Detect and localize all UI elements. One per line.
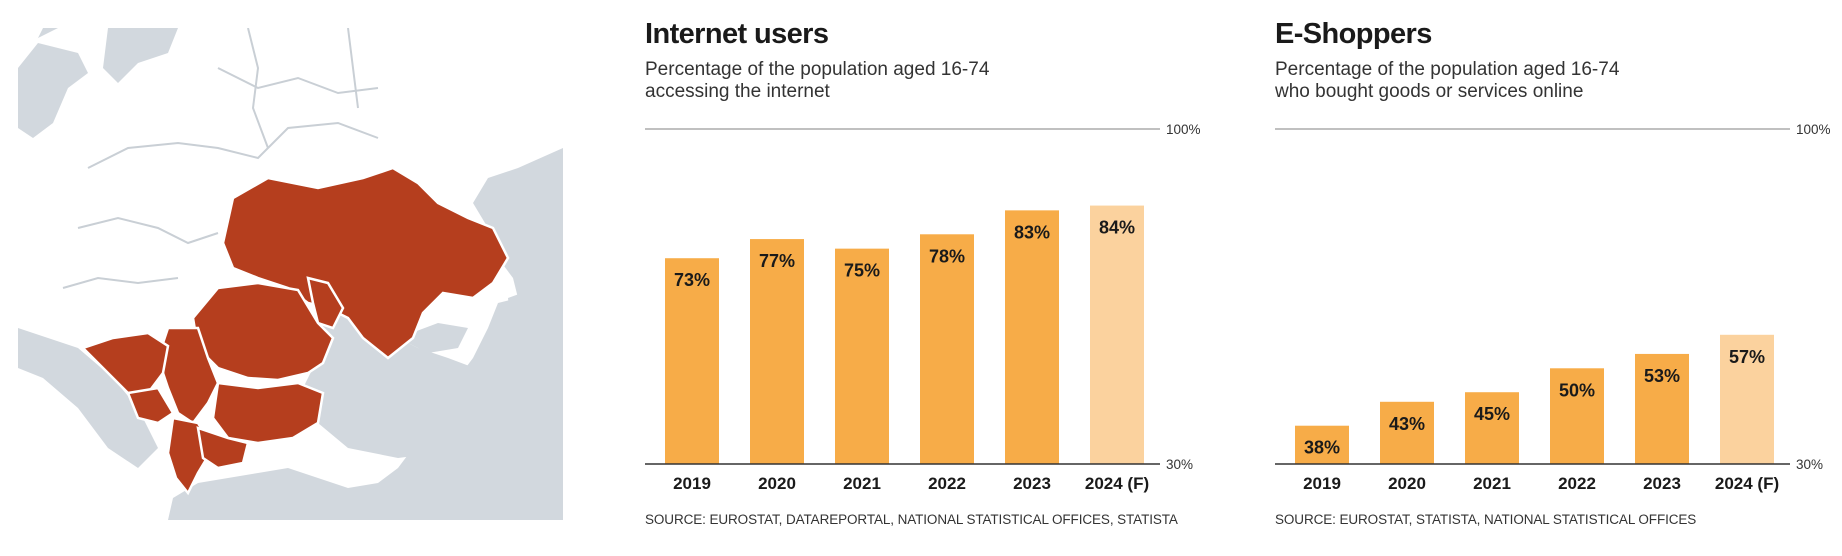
chart1-subtitle-line1: Percentage of the population aged 16-74	[645, 59, 990, 80]
bar	[1550, 368, 1604, 464]
bar	[1465, 392, 1519, 464]
xtick-label: 2020	[1388, 474, 1426, 493]
xtick-label: 2019	[1303, 474, 1341, 493]
bar	[1295, 425, 1349, 464]
xtick-label: 2022	[1558, 474, 1596, 493]
xtick-label: 2024 (F)	[1085, 474, 1149, 493]
bar	[835, 248, 889, 464]
data-label: 77%	[759, 251, 795, 271]
bar	[1005, 210, 1059, 464]
ytick-label: 30%	[1796, 457, 1823, 472]
bar	[750, 239, 804, 464]
data-label: 84%	[1099, 218, 1135, 238]
xtick-label: 2021	[1473, 474, 1511, 493]
xtick-label: 2024 (F)	[1715, 474, 1779, 493]
data-label: 73%	[674, 270, 710, 290]
chart1-plot: 100% 73% 2019 77% 2020 75% 2021 78% 2022 83% 2023 8…	[645, 122, 1201, 493]
map-water	[18, 28, 563, 520]
map-highlight-region	[80, 166, 510, 496]
xtick-label: 2023	[1013, 474, 1051, 493]
region-map	[18, 28, 563, 520]
chart2-subtitle: Percentage of the population aged 16-74 …	[1275, 59, 1619, 103]
ytick-label: 100%	[1796, 122, 1831, 137]
data-label: 43%	[1389, 414, 1425, 434]
chart1-subtitle: Percentage of the population aged 16-74 …	[645, 59, 989, 103]
chart2-subtitle-line2: who bought goods or services online	[1275, 81, 1584, 102]
chart2-plot: 100% 38% 2019 43% 2020 45% 2021 50% 2022 53% 2023 5…	[1275, 122, 1831, 493]
xtick-label: 2020	[758, 474, 796, 493]
ytick-label: 30%	[1166, 457, 1193, 472]
bar	[1635, 353, 1689, 464]
chart1-source: SOURCE: EUROSTAT, DATAREPORTAL, NATIONAL…	[645, 512, 1178, 527]
chart2-title: E-Shoppers	[1275, 18, 1432, 50]
chart1-subtitle-line2: accessing the internet	[645, 81, 830, 102]
bar	[920, 234, 974, 464]
data-label: 57%	[1729, 347, 1765, 367]
data-label: 75%	[844, 261, 880, 281]
data-label: 45%	[1474, 404, 1510, 424]
bar	[665, 258, 719, 464]
bar	[1720, 334, 1774, 464]
data-label: 83%	[1014, 222, 1050, 242]
xtick-label: 2023	[1643, 474, 1681, 493]
chart2-source: SOURCE: EUROSTAT, STATISTA, NATIONAL STA…	[1275, 512, 1697, 527]
bar	[1090, 205, 1144, 465]
data-label: 38%	[1304, 438, 1340, 458]
data-label: 50%	[1559, 380, 1595, 400]
bar	[1380, 401, 1434, 464]
xtick-label: 2021	[843, 474, 881, 493]
ytick-label: 100%	[1166, 122, 1201, 137]
chart1-title: Internet users	[645, 18, 829, 50]
chart2-subtitle-line1: Percentage of the population aged 16-74	[1275, 59, 1620, 80]
data-label: 78%	[929, 246, 965, 266]
xtick-label: 2019	[673, 474, 711, 493]
data-label: 53%	[1644, 366, 1680, 386]
xtick-label: 2022	[928, 474, 966, 493]
map-borders	[62, 28, 379, 289]
